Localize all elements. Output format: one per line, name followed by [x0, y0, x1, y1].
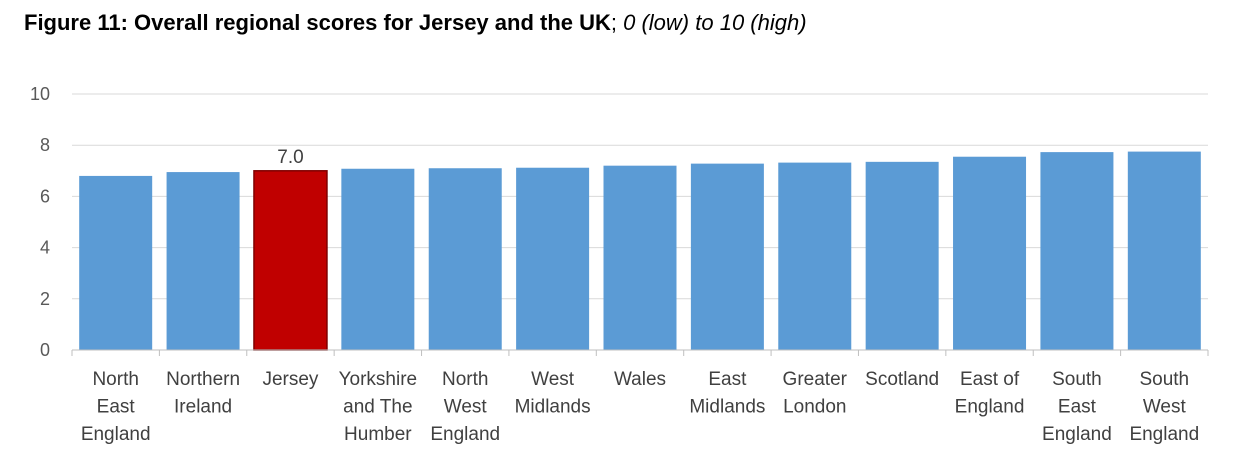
bar	[690, 163, 764, 350]
category-label: East Midlands	[689, 369, 765, 418]
category-label: North West England	[430, 369, 500, 445]
y-tick-label: 8	[40, 135, 50, 155]
x-axis	[71, 349, 1209, 356]
category-label: South East England	[1042, 369, 1112, 445]
bar	[79, 175, 153, 350]
category-label-line: Scotland	[865, 369, 939, 390]
y-tick-label: 4	[40, 238, 50, 258]
y-tick-label: 6	[40, 186, 50, 206]
y-tick-label: 0	[40, 340, 50, 360]
category-label: Jersey	[262, 369, 318, 390]
category-label-line: South	[1052, 369, 1102, 390]
chart-title: Figure 11: Overall regional scores for J…	[24, 10, 807, 36]
chart-title-main: Figure 11: Overall regional scores for J…	[24, 10, 611, 35]
category-label-line: England	[955, 397, 1025, 418]
bar	[253, 170, 328, 351]
category-label: East of England	[955, 369, 1025, 418]
bar	[516, 167, 590, 350]
category-label: Northern Ireland	[166, 369, 240, 418]
category-label-line: England	[1042, 424, 1112, 445]
category-label-line: Wales	[614, 369, 666, 390]
bar	[1040, 152, 1114, 350]
y-axis-ticks: 0 2 4 6 8 10	[30, 84, 50, 360]
category-label-line: Greater	[783, 369, 848, 390]
category-label-line: London	[783, 397, 846, 418]
category-labels: North East England Northern Ireland Jersey Yor…	[81, 369, 1199, 445]
category-label-line: West	[1143, 397, 1187, 418]
category-label-line: Yorkshire	[339, 369, 418, 390]
category-label-line: England	[81, 424, 151, 445]
data-labels: 7.0	[277, 147, 303, 168]
y-tick-label: 10	[30, 84, 50, 104]
category-label-line: East	[97, 397, 136, 418]
category-label: North East England	[81, 369, 151, 445]
category-label-line: Ireland	[174, 397, 232, 418]
category-label-line: Humber	[344, 424, 412, 445]
chart-title-subtitle: 0 (low) to 10 (high)	[623, 10, 807, 35]
bars	[79, 151, 1201, 351]
category-label-line: East	[708, 369, 747, 390]
bar	[778, 162, 852, 350]
bar	[953, 156, 1027, 350]
category-label-line: Jersey	[262, 369, 318, 390]
bar	[603, 165, 677, 350]
category-label: South West England	[1129, 369, 1199, 445]
category-label-line: East	[1058, 397, 1097, 418]
category-label-line: Midlands	[515, 397, 591, 418]
category-label-line: West	[531, 369, 575, 390]
bar	[1127, 151, 1201, 350]
bar	[865, 161, 939, 350]
category-label-line: South	[1139, 369, 1189, 390]
y-tick-label: 2	[40, 289, 50, 309]
category-label-line: and The	[343, 397, 412, 418]
category-label: West Midlands	[515, 369, 591, 418]
category-label: Greater London	[783, 369, 848, 418]
bar	[428, 168, 502, 350]
category-label: Yorkshire and The Humber	[339, 369, 418, 445]
category-label-line: West	[444, 397, 488, 418]
category-label: Wales	[614, 369, 666, 390]
category-label-line: Northern	[166, 369, 240, 390]
chart-title-separator: ;	[610, 10, 624, 35]
category-label-line: North	[92, 369, 138, 390]
category-label-line: Midlands	[689, 397, 765, 418]
category-label-line: North	[442, 369, 488, 390]
data-label: 7.0	[277, 147, 303, 168]
bar	[166, 172, 240, 350]
category-label: Scotland	[865, 369, 939, 390]
category-label-line: England	[1129, 424, 1199, 445]
category-label-line: England	[430, 424, 500, 445]
bar	[341, 168, 415, 350]
category-label-line: East of	[960, 369, 1020, 390]
